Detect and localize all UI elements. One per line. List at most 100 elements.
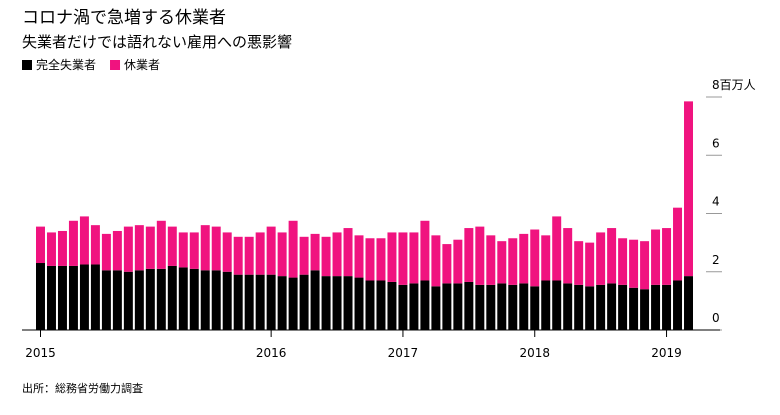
bar-segment — [266, 274, 276, 330]
bar-segment — [541, 235, 551, 281]
bar-segment — [673, 280, 683, 330]
bar-segment — [541, 280, 551, 330]
x-tick-label: 2016 — [256, 346, 287, 360]
bar-segment — [266, 226, 276, 275]
bar-segment — [365, 280, 375, 330]
bar-segment — [354, 235, 364, 278]
bar-segment — [167, 265, 177, 330]
bar-segment — [310, 233, 320, 271]
bar-segment — [288, 220, 298, 278]
bar-segment — [277, 232, 287, 277]
bar-segment — [79, 216, 89, 265]
bar-segment — [101, 233, 111, 271]
bar-segment — [409, 283, 419, 330]
bar-segment — [211, 270, 221, 330]
bar-segment — [574, 284, 584, 330]
source: 出所：総務省労働力調査 — [22, 381, 143, 395]
bar-segment — [233, 236, 243, 275]
y-tick-label: 2 — [712, 253, 720, 267]
bar-segment — [475, 226, 485, 285]
bar-segment — [354, 277, 364, 330]
bar-segment — [123, 271, 133, 330]
legend-label: 完全失業者 — [36, 57, 96, 72]
y-tick-label: 8百万人 — [712, 78, 756, 92]
bar-segment — [145, 268, 155, 330]
bar-segment — [453, 239, 463, 284]
bar-segment — [684, 101, 693, 277]
bar-segment — [409, 232, 419, 284]
x-tick-label: 2018 — [519, 346, 550, 360]
bar-segment — [442, 283, 452, 330]
bar-segment — [112, 270, 122, 330]
bar-segment — [332, 276, 342, 330]
bar-segment — [68, 220, 78, 266]
bar-segment — [156, 268, 166, 330]
bar-segment — [431, 286, 441, 330]
chart-subtitle: 失業者だけでは語れない雇用への悪影響 — [22, 33, 292, 51]
bar-segment — [310, 270, 320, 330]
bar-segment — [255, 274, 265, 330]
chart-title: コロナ渦で急増する休業者 — [22, 8, 226, 28]
bar-segment — [673, 207, 683, 281]
bar-segment — [178, 267, 188, 330]
bar-segment — [508, 284, 518, 330]
legend-label: 休業者 — [124, 58, 160, 72]
bar-segment — [57, 265, 67, 330]
bar-segment — [189, 232, 199, 269]
bar-segment — [277, 276, 287, 330]
bar-segment — [68, 265, 78, 330]
bar-segment — [596, 232, 606, 285]
bar-segment — [112, 230, 122, 271]
bar-segment — [651, 229, 661, 285]
bar-segment — [288, 277, 298, 330]
bar-segment — [464, 281, 474, 330]
bar-segment — [519, 233, 529, 284]
bar-segment — [640, 241, 650, 290]
bar-segment — [233, 274, 243, 330]
legend-swatch — [110, 60, 121, 70]
bar-segment — [552, 216, 562, 281]
bar-segment — [134, 225, 144, 271]
x-tick-label: 2019 — [651, 346, 682, 360]
bar-segment — [530, 286, 540, 330]
bar-segment — [90, 264, 100, 330]
bar-segment — [189, 268, 199, 330]
bar-segment — [332, 232, 342, 277]
bar-segment — [211, 226, 221, 271]
y-tick-label: 4 — [712, 195, 720, 209]
bar-segment — [244, 274, 254, 330]
bar-segment — [574, 241, 584, 285]
bar-segment — [145, 226, 155, 269]
bar-segment — [365, 238, 375, 281]
bar-segment — [684, 276, 693, 330]
bar-segment — [200, 225, 210, 271]
bar-segment — [585, 286, 595, 330]
bar-segment — [376, 238, 386, 281]
bar-segment — [596, 284, 606, 330]
bar-segment — [629, 287, 639, 330]
bar-segment — [200, 270, 210, 330]
bar-segment — [178, 232, 188, 268]
bar-segment — [442, 244, 452, 284]
bar-segment — [36, 263, 45, 330]
bar-segment — [398, 284, 408, 330]
legend-swatch — [22, 60, 32, 70]
bar-segment — [343, 228, 353, 277]
bar-segment — [299, 274, 309, 330]
y-tick-label: 6 — [712, 136, 720, 150]
bar-segment — [321, 236, 331, 277]
bar-segment — [497, 283, 507, 330]
bar-segment — [387, 232, 397, 282]
bar-segment — [486, 284, 496, 330]
bar-segment — [508, 238, 518, 285]
bar-segment — [244, 236, 254, 275]
bar-segment — [255, 232, 265, 275]
bar-segment — [299, 236, 309, 275]
bar-segment — [662, 284, 672, 330]
bar-segment — [453, 283, 463, 330]
bar-segment — [431, 235, 441, 287]
bar-segment — [57, 230, 67, 266]
x-tick-label: 2015 — [25, 346, 56, 360]
bar-segment — [563, 283, 573, 330]
